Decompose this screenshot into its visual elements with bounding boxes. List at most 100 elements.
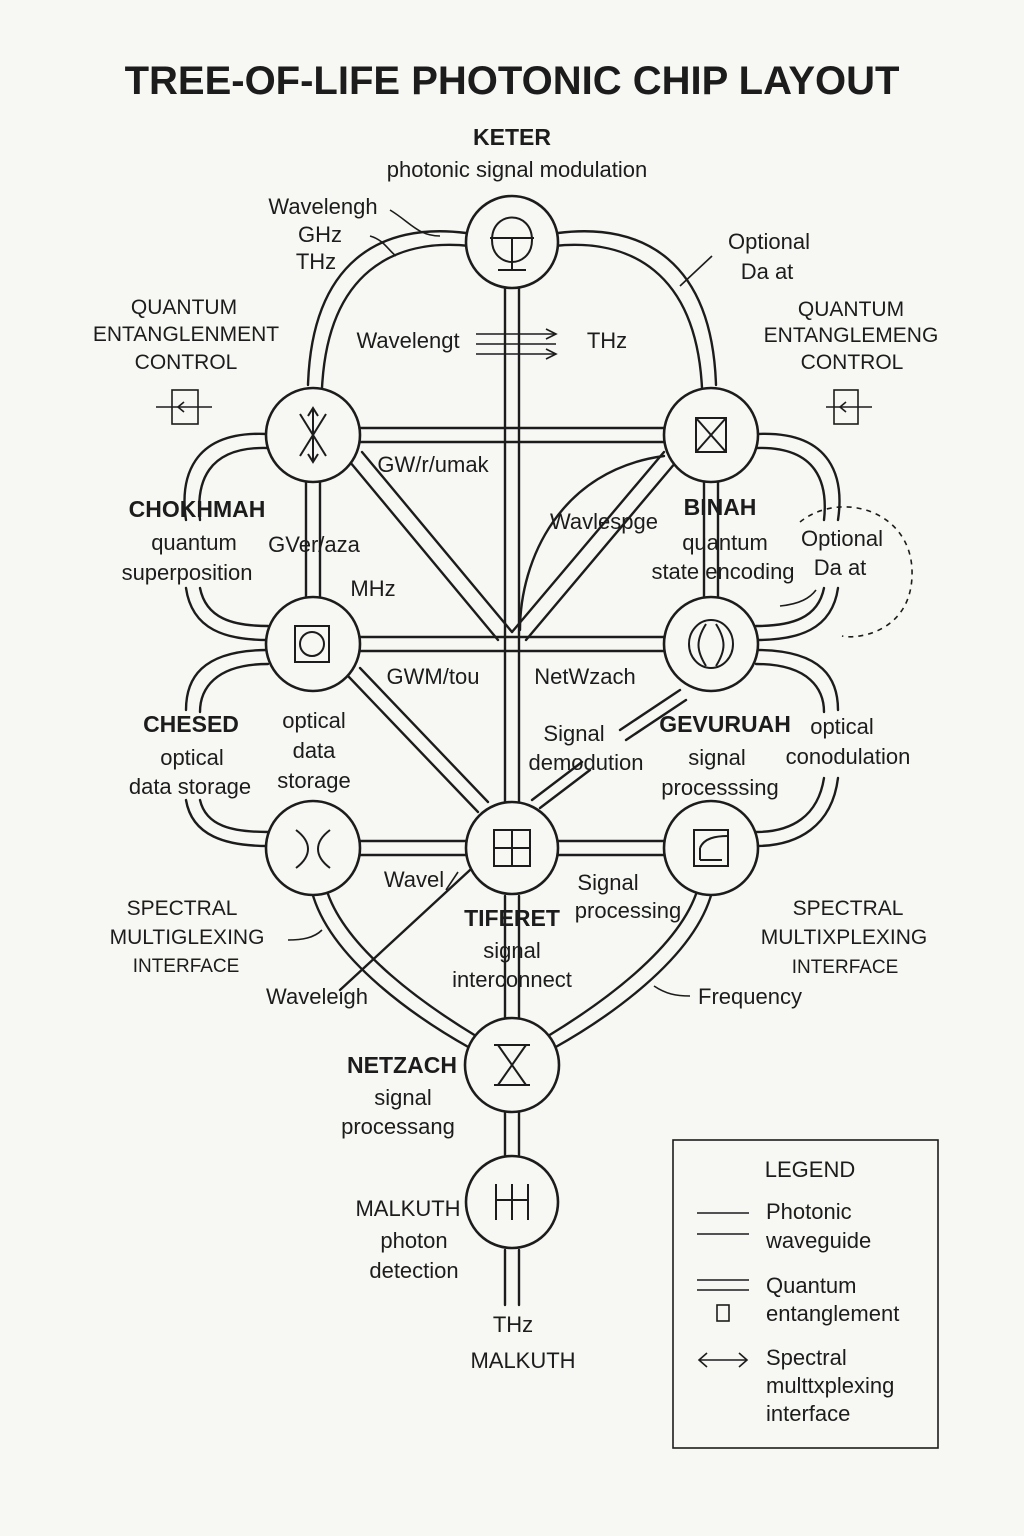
node-tiferet [464, 800, 560, 896]
node-keter [464, 194, 560, 290]
wavelength-top-3: THz [296, 249, 336, 274]
chokhmah-desc-1: quantum [151, 530, 237, 555]
malkuth-desc-1: photon [380, 1228, 447, 1253]
waveguide-network [183, 230, 841, 1307]
netzach-desc-2: processang [341, 1114, 455, 1139]
optional-mid-1: Optional [801, 526, 883, 551]
tiferet-desc-2: interconnect [452, 967, 572, 992]
annotation-signal-processing-2: processing [575, 898, 681, 923]
quantum-control-left-2: ENTANGLENMENT [93, 323, 279, 346]
netzach-name: NETZACH [347, 1052, 457, 1078]
annotation-optical-cond-2: conodulation [786, 744, 911, 769]
binah-name: BINAH [684, 494, 757, 520]
spectral-left-3: INTERFACE [133, 956, 240, 977]
wavelength-arrow-bundle [476, 328, 558, 360]
annotation-optical-data-2: data [293, 738, 337, 763]
chesed-upper-symbol-icon [294, 625, 330, 663]
annotation-signal-processing-1: Signal [577, 870, 638, 895]
quantum-control-left-3: CONTROL [135, 351, 238, 374]
malkuth-symbol-icon [495, 1184, 529, 1220]
legend-item-2-line-1: Quantum [766, 1273, 857, 1298]
node-binah [662, 386, 760, 484]
spectral-left-1: SPECTRAL [127, 897, 238, 920]
annotation-mhz: MHz [350, 576, 395, 601]
annotation-wavelengt: Wavelengt [356, 328, 459, 353]
single-line-icon [697, 1212, 749, 1235]
tiferet-desc-1: signal [483, 938, 540, 963]
tiferet-grid-icon [493, 829, 531, 867]
legend-item-1-line-2: waveguide [765, 1228, 871, 1253]
chesed-lower-symbol-icon [295, 829, 331, 869]
legend: LEGEND Photonic waveguide Quantum entang… [672, 1139, 939, 1449]
annotation-gw-top: GW/r/umak [377, 452, 489, 477]
netzach-desc-1: signal [374, 1085, 431, 1110]
netzach-hourglass-icon [494, 1044, 530, 1086]
entanglement-control-symbol-left [156, 389, 212, 425]
entanglement-control-symbol-right [826, 389, 872, 425]
optional-top-1: Optional [728, 229, 810, 254]
chesed-name: CHESED [143, 711, 239, 737]
gevurah-desc-2: processsing [661, 775, 778, 800]
annotation-frequency: Frequency [698, 984, 802, 1009]
quantum-control-right-1: QUANTUM [798, 298, 904, 321]
gevurah-upper-symbol-icon [688, 619, 734, 669]
page-title: TREE-OF-LIFE PHOTONIC CHIP LAYOUT [125, 59, 900, 103]
malkuth-desc-2: detection [369, 1258, 458, 1283]
legend-item-1-line-1: Photonic [766, 1199, 852, 1224]
node-chesed-upper [264, 595, 362, 693]
quantum-control-right-2: ENTANGLEMENG [764, 324, 939, 347]
node-netzach [463, 1016, 561, 1114]
binah-desc-2: state encoding [651, 559, 794, 584]
malkuth-name: MALKUTH [355, 1196, 460, 1221]
keter-symbol-icon [490, 216, 534, 271]
chokhmah-symbol-icon [299, 406, 327, 464]
node-gevurah-lower [662, 799, 760, 897]
annotation-optical-data-1: optical [282, 708, 346, 733]
annotation-malkuth-bottom: MALKUTH [470, 1348, 575, 1373]
legend-item-3-line-1: Spectral [766, 1345, 847, 1370]
spectral-right-2: MULTIXPLEXING [761, 926, 927, 949]
annotation-wavlespge: Wavlespge [550, 509, 658, 534]
annotation-gveraza: GVer/aza [268, 532, 360, 557]
annotation-gw-mid: GWM/tou [387, 664, 480, 689]
annotation-waveleigh: Waveleigh [266, 984, 368, 1009]
double-arrow-icon [697, 1352, 749, 1368]
spectral-right-3: INTERFACE [792, 957, 899, 978]
node-gevurah-upper [662, 595, 760, 693]
tiferet-name: TIFERET [464, 905, 560, 931]
quantum-control-right-3: CONTROL [801, 351, 904, 374]
chokhmah-desc-2: superposition [122, 560, 253, 585]
annotation-signal-demod-2: demodution [529, 750, 644, 775]
gevurah-name: GEVURUAH [659, 711, 791, 737]
binah-symbol-icon [695, 417, 727, 453]
annotation-optical-cond-1: optical [810, 714, 874, 739]
chokhmah-name: CHOKHMAH [129, 496, 266, 522]
legend-item-3-line-3: interface [766, 1401, 850, 1426]
chesed-desc-1: optical [160, 745, 224, 770]
leader-lines [287, 209, 817, 997]
chesed-desc-2: data storage [129, 774, 251, 799]
wavelength-top-2: GHz [298, 222, 342, 247]
legend-title: LEGEND [765, 1157, 855, 1182]
annotation-thz-bottom: THz [493, 1312, 533, 1337]
annotation-optical-data-3: storage [277, 768, 350, 793]
legend-item-2-line-2: entanglement [766, 1301, 899, 1326]
gevurah-lower-symbol-icon [693, 829, 729, 867]
spectral-right-1: SPECTRAL [793, 897, 904, 920]
gevurah-desc-1: signal [688, 745, 745, 770]
optional-top-2: Da at [741, 259, 794, 284]
optional-mid-2: Da at [814, 555, 867, 580]
annotation-thz-top: THz [587, 328, 627, 353]
daat-dashed-circle [799, 506, 913, 638]
spectral-left-2: MULTIGLEXING [110, 926, 265, 949]
keter-name: KETER [473, 124, 551, 150]
annotation-netwzach: NetWzach [534, 664, 635, 689]
keter-desc: photonic signal modulation [387, 157, 648, 182]
node-malkuth [464, 1154, 560, 1250]
wavelength-top-1: Wavelengh [268, 194, 377, 219]
legend-item-3-line-2: multtxplexing [766, 1373, 894, 1398]
double-line-icon [697, 1279, 749, 1322]
node-chokhmah [264, 386, 362, 484]
quantum-control-left-1: QUANTUM [131, 296, 237, 319]
